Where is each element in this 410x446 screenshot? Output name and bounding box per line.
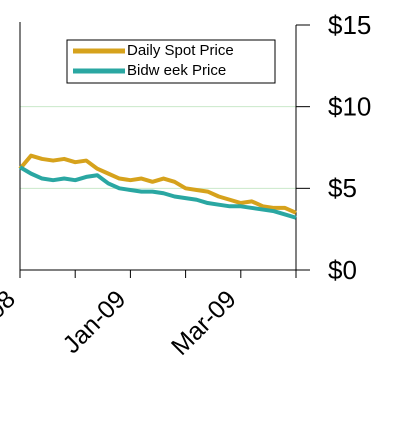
legend-box — [66, 39, 276, 84]
y-tick-label: $15 — [328, 10, 371, 40]
y-tick-label: $10 — [328, 92, 371, 122]
y-tick-label: $5 — [328, 173, 357, 203]
series-line — [18, 165, 297, 220]
x-tick-label: Jan-09 — [57, 285, 131, 359]
legend-label: Bidw eek Price — [127, 62, 226, 79]
y-tick-label: $0 — [328, 255, 357, 285]
x-tick-label: Nov-08 — [0, 285, 21, 362]
series-line — [18, 153, 297, 215]
x-tick-label: Mar-09 — [166, 285, 242, 361]
legend-label: Daily Spot Price — [127, 42, 234, 59]
